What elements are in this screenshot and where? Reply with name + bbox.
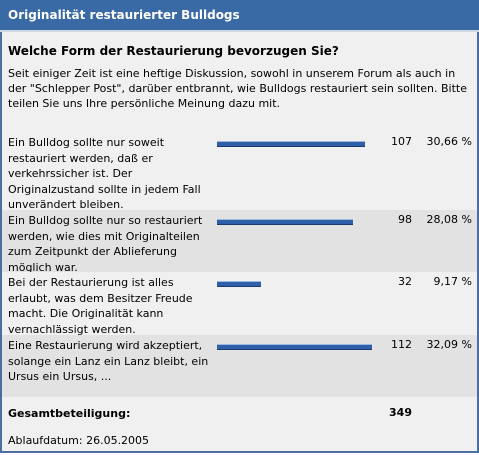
vote-bar bbox=[217, 281, 262, 287]
option-row: Ein Bulldog sollte nur soweit restaurier… bbox=[2, 132, 477, 211]
option-text: Bei der Restaurierung ist alles erlaubt,… bbox=[8, 276, 193, 336]
total-value: 349 bbox=[389, 406, 412, 419]
expiry-date: Ablaufdatum: 26.05.2005 bbox=[8, 434, 150, 447]
option-text: Ein Bulldog sollte nur soweit restaurier… bbox=[8, 136, 201, 211]
question: Welche Form der Restaurierung bevorzugen… bbox=[8, 44, 339, 58]
vote-percent: 9,17 % bbox=[433, 275, 472, 288]
option-text: Eine Restaurierung wird akzeptiert, sola… bbox=[8, 339, 209, 383]
total-label: Gesamtbeteiligung: bbox=[8, 407, 131, 420]
description: Seit einiger Zeit ist eine heftige Disku… bbox=[8, 67, 467, 110]
vote-count: 32 bbox=[398, 275, 412, 288]
vote-count: 112 bbox=[391, 338, 412, 351]
vote-count: 107 bbox=[391, 135, 412, 148]
vote-percent: 32,09 % bbox=[426, 338, 472, 351]
option-row: Ein Bulldog sollte nur so restauriert we… bbox=[2, 210, 477, 274]
option-row: Eine Restaurierung wird akzeptiert, sola… bbox=[2, 335, 477, 397]
vote-bar bbox=[217, 344, 372, 350]
option-text: Ein Bulldog sollte nur so restauriert we… bbox=[8, 214, 203, 274]
poll-title: Originalität restaurierter Bulldogs bbox=[0, 0, 479, 32]
vote-bar bbox=[217, 141, 366, 147]
vote-count: 98 bbox=[398, 213, 412, 226]
vote-percent: 30,66 % bbox=[426, 135, 472, 148]
vote-percent: 28,08 % bbox=[426, 213, 472, 226]
vote-bar bbox=[217, 219, 353, 225]
option-row: Bei der Restaurierung ist alles erlaubt,… bbox=[2, 272, 477, 336]
